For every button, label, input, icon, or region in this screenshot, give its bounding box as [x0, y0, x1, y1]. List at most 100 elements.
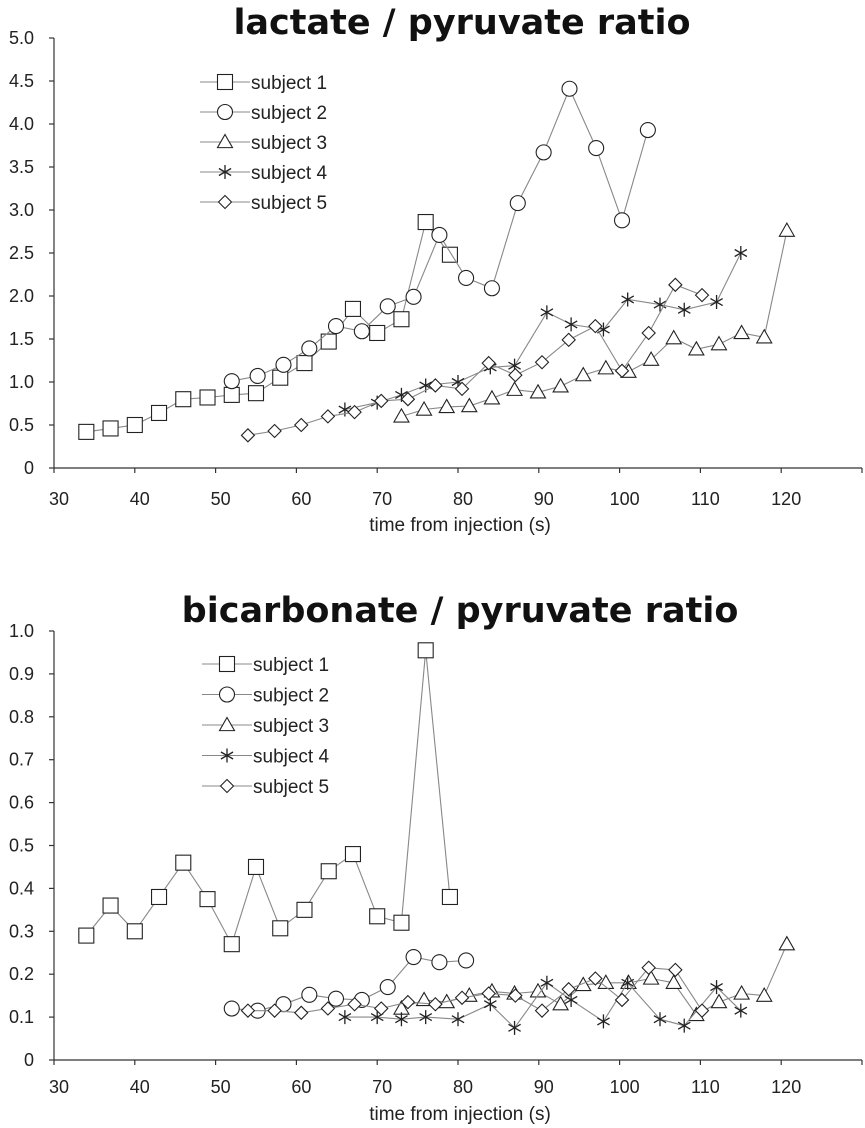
data-point — [613, 212, 631, 229]
data-point — [710, 993, 728, 1009]
data-point — [653, 297, 667, 312]
data-point — [275, 356, 292, 373]
y-tick-label: 2.0 — [9, 286, 34, 306]
data-point — [175, 854, 192, 871]
y-tick-label: 0.4 — [9, 878, 34, 898]
x-axis-label: time from injection (s) — [369, 515, 551, 536]
data-point — [272, 920, 289, 937]
legend-marker — [218, 716, 236, 732]
data-point — [223, 936, 240, 953]
data-point — [379, 298, 396, 315]
data-point — [419, 1010, 433, 1025]
y-tick-label: 0.9 — [9, 664, 34, 684]
data-point — [734, 1003, 748, 1018]
data-point — [296, 355, 313, 372]
series-subject-5 — [240, 960, 710, 1021]
data-point — [347, 996, 362, 1012]
data-point — [614, 363, 630, 379]
data-point — [733, 324, 751, 340]
data-point — [102, 420, 119, 437]
data-point — [338, 1010, 352, 1025]
data-point — [373, 393, 389, 409]
data-point — [320, 863, 337, 880]
legend-marker — [219, 778, 235, 794]
data-point — [150, 888, 168, 906]
legend-label: subject 3 — [251, 133, 327, 154]
data-point — [293, 1005, 309, 1021]
data-point — [540, 975, 554, 990]
legend-marker — [216, 73, 234, 91]
data-point — [588, 140, 605, 157]
data-point — [247, 858, 265, 876]
legend-label: subject 1 — [253, 655, 329, 676]
data-point — [441, 888, 458, 906]
data-point — [597, 359, 615, 375]
data-point — [574, 366, 592, 382]
data-point — [483, 997, 497, 1012]
y-tick-label: 0.2 — [9, 964, 34, 984]
legend-label: subject 4 — [251, 163, 327, 184]
legend-marker — [216, 133, 234, 149]
data-point — [483, 280, 500, 297]
data-point — [710, 295, 723, 310]
data-point — [653, 1012, 667, 1027]
data-point — [710, 335, 728, 351]
data-point — [428, 996, 443, 1012]
data-point — [458, 952, 475, 969]
bicarbonate-pyruvate-chart: bicarbonate / pyruvate ratio time from i… — [9, 591, 863, 1125]
data-point — [379, 979, 396, 996]
legend-label: subject 2 — [251, 103, 327, 124]
legend-label: subject 2 — [253, 686, 329, 707]
data-point — [508, 988, 523, 1003]
data-point — [240, 1003, 256, 1018]
data-point — [296, 901, 313, 918]
data-point — [393, 311, 410, 328]
data-point — [534, 1003, 550, 1018]
data-point — [175, 391, 192, 408]
data-point — [267, 423, 282, 439]
y-tick-label: 0.6 — [9, 793, 34, 813]
x-tick-label: 110 — [691, 1077, 720, 1097]
x-tick-label: 90 — [534, 489, 554, 509]
y-tick-label: 3.0 — [9, 200, 34, 220]
series-line — [344, 252, 742, 411]
data-point — [614, 992, 630, 1008]
lactate-pyruvate-chart: lactate / pyruvate ratio time from injec… — [9, 3, 863, 536]
data-point — [405, 288, 422, 305]
data-point — [392, 407, 410, 423]
data-point — [415, 991, 433, 1007]
data-point — [733, 984, 751, 1000]
data-point — [641, 960, 656, 976]
data-point — [78, 423, 95, 440]
data-point — [534, 354, 550, 370]
data-point — [561, 80, 578, 97]
x-tick-label: 70 — [372, 489, 392, 509]
x-tick-label: 110 — [691, 489, 720, 509]
data-point — [301, 986, 318, 1003]
legend-label: subject 5 — [251, 193, 327, 214]
y-tick-label: 3.5 — [9, 157, 34, 177]
series-subject-4 — [338, 246, 748, 417]
y-tick-label: 2.5 — [9, 243, 34, 263]
data-point — [415, 400, 433, 416]
data-point — [369, 908, 386, 925]
data-point — [509, 195, 526, 212]
data-point — [150, 404, 168, 422]
data-point — [483, 389, 501, 405]
data-point — [552, 995, 570, 1011]
data-point — [778, 935, 796, 951]
data-point — [267, 1003, 282, 1018]
chart-title: bicarbonate / pyruvate ratio — [182, 591, 739, 631]
data-point — [353, 323, 370, 340]
data-point — [639, 121, 656, 139]
data-point — [668, 962, 683, 978]
data-point — [677, 302, 691, 317]
data-point — [417, 213, 434, 231]
y-tick-label: 1.0 — [9, 621, 34, 641]
data-point — [451, 1012, 465, 1027]
data-point — [506, 381, 524, 396]
y-tick-label: 0.5 — [9, 415, 34, 435]
legend: subject 1 subject 2 subject 3 subject 4 subj… — [200, 73, 327, 214]
data-point — [535, 144, 552, 161]
